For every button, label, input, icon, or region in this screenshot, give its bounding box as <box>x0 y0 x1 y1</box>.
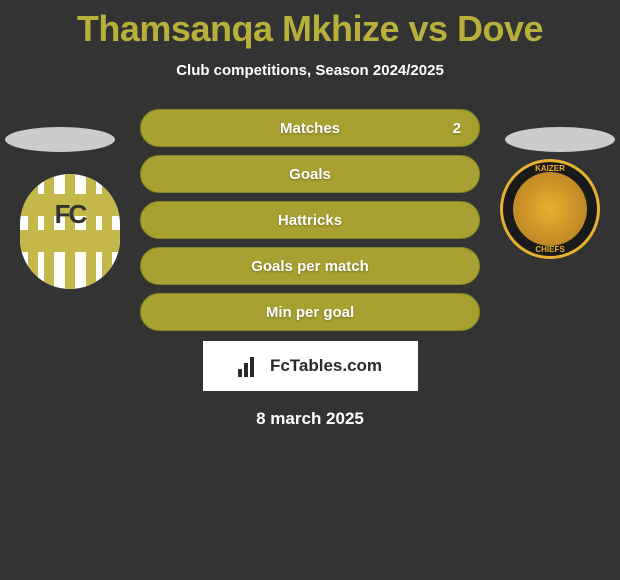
stat-label: Hattricks <box>278 212 342 229</box>
kaizer-chiefs-badge: KAIZER CHIEFS <box>500 159 600 259</box>
chart-icon <box>238 355 264 377</box>
left-ellipse <box>5 127 115 152</box>
stat-row-matches: Matches 2 <box>140 109 480 147</box>
stat-row-hattricks: Hattricks <box>140 201 480 239</box>
badge-initials: FC <box>20 199 120 230</box>
watermark-text: FcTables.com <box>270 356 382 376</box>
stat-row-min-per-goal: Min per goal <box>140 293 480 331</box>
match-date: 8 march 2025 <box>0 409 620 429</box>
subtitle: Club competitions, Season 2024/2025 <box>0 62 620 79</box>
stat-value-right: 2 <box>453 120 461 137</box>
left-team-logo: FC <box>20 174 120 284</box>
stats-container: Matches 2 Goals Hattricks Goals per matc… <box>140 109 480 331</box>
watermark: FcTables.com <box>203 341 418 391</box>
comparison-content: FC KAIZER CHIEFS Matches 2 Goals Hattric… <box>0 109 620 429</box>
right-team-logo: KAIZER CHIEFS <box>500 159 600 269</box>
stat-label: Matches <box>280 120 340 137</box>
stat-label: Goals per match <box>251 258 369 275</box>
stat-row-goals-per-match: Goals per match <box>140 247 480 285</box>
badge-ring-bottom: CHIEFS <box>503 245 597 254</box>
stat-label: Min per goal <box>266 304 354 321</box>
stat-label: Goals <box>289 166 331 183</box>
cape-town-city-badge: FC <box>20 174 120 289</box>
page-title: Thamsanqa Mkhize vs Dove <box>0 0 620 50</box>
stat-row-goals: Goals <box>140 155 480 193</box>
right-ellipse <box>505 127 615 152</box>
